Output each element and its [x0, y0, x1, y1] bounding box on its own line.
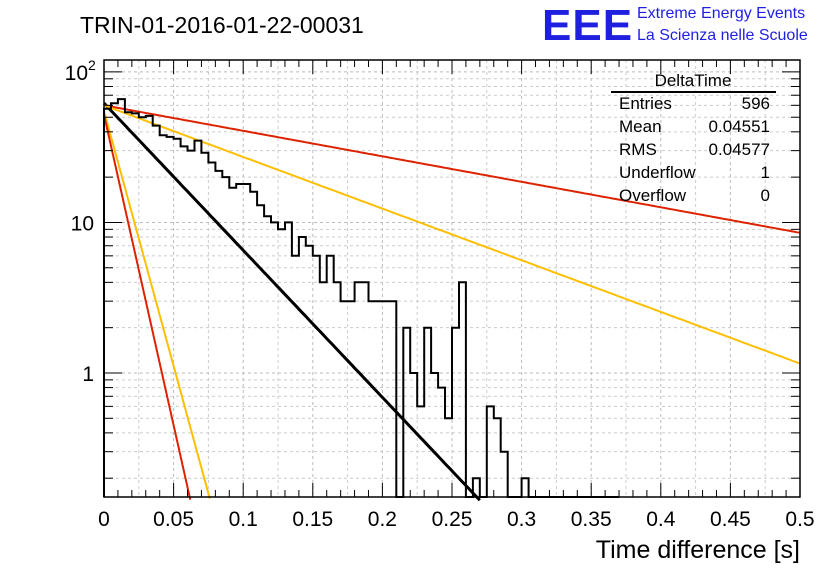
- eee-logo: EEE Extreme Energy Events La Scienza nel…: [542, 1, 808, 50]
- fit-curve-0: [102, 102, 481, 502]
- run-title: TRIN-01-2016-01-22-00031: [80, 12, 364, 38]
- x-tick-label: 0.05: [153, 508, 194, 531]
- histogram-outline: [103, 98, 619, 498]
- x-tick-label: 0.25: [432, 508, 473, 531]
- stats-label-overflow: Overflow: [619, 186, 687, 205]
- fit-curve-2: [103, 104, 801, 365]
- axis-ticks: 0 0.05 0.1 0.15 0.2 0.25 0.3 0.35 0.4 0.45 0.51101…: [65, 57, 815, 531]
- stats-label-underflow: Underflow: [619, 163, 696, 182]
- stats-value-entries: 596: [742, 94, 770, 113]
- y-tick-label: 10: [71, 212, 94, 235]
- logo-line-2: La Scienza nelle Scuole: [637, 27, 808, 44]
- stats-title: DeltaTime: [655, 71, 732, 90]
- y-tick-label: 1: [82, 363, 94, 386]
- y-tick-label: 10: [65, 62, 88, 85]
- fit-curves: [102, 102, 801, 502]
- fit-curve-3: [103, 110, 211, 499]
- stats-value-mean: 0.04551: [709, 117, 770, 136]
- x-tick-label: 0.35: [571, 508, 612, 531]
- stats-box: DeltaTime Entries 596 Mean 0.04551 RMS 0…: [611, 71, 776, 205]
- stats-value-rms: 0.04577: [709, 140, 770, 159]
- histogram: [103, 98, 619, 498]
- x-tick-label: 0.45: [710, 508, 751, 531]
- fit-curve-1: [103, 104, 801, 234]
- grid: [104, 60, 800, 497]
- x-tick-label: 0.1: [229, 508, 258, 531]
- stats-label-entries: Entries: [619, 94, 672, 113]
- logo-line-1: Extreme Energy Events: [637, 5, 805, 22]
- x-tick-label: 0.15: [292, 508, 333, 531]
- stats-value-underflow: 1: [761, 163, 770, 182]
- x-tick-label: 0: [98, 508, 110, 531]
- x-tick-label: 0.3: [507, 508, 536, 531]
- stats-label-mean: Mean: [619, 117, 662, 136]
- x-tick-label: 0.5: [785, 508, 814, 531]
- x-axis-label: Time difference [s]: [596, 536, 800, 564]
- stats-label-rms: RMS: [619, 140, 657, 159]
- x-tick-label: 0.2: [368, 508, 397, 531]
- logo-mark: EEE: [542, 1, 633, 50]
- fit-curve-4: [103, 114, 192, 500]
- y-tick-exponent: 2: [88, 57, 96, 73]
- x-tick-label: 0.4: [646, 508, 676, 531]
- stats-value-overflow: 0: [761, 186, 770, 205]
